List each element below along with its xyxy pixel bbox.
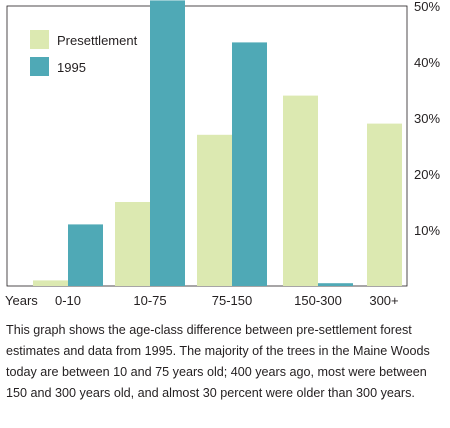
x-tick-label: 0-10: [55, 293, 81, 308]
bar-presettlement-75-150: [197, 134, 232, 286]
x-tick-label: 75-150: [212, 293, 252, 308]
x-tick-label: 300+: [369, 293, 398, 308]
y-tick-label: 10%: [414, 223, 440, 238]
bar-presettlement-0-10: [33, 280, 68, 286]
legend-label: Presettlement: [57, 33, 138, 48]
bar-presettlement-150-300: [283, 95, 318, 286]
bar-year-1995-10-75: [150, 0, 185, 287]
legend-label: 1995: [57, 60, 86, 75]
bar-presettlement-10-75: [115, 202, 150, 286]
bar-year-1995-75-150: [232, 42, 267, 287]
bar-year-1995-0-10: [68, 224, 103, 286]
age-class-chart: 10% 20% 30% 40% 50% Years 0-10 10-75 75-150 150-…: [5, 0, 440, 308]
legend-swatch: [30, 30, 49, 49]
x-tick-label: 150-300: [294, 293, 342, 308]
x-axis-label: Years: [5, 293, 38, 308]
bar-presettlement-300+: [367, 123, 402, 286]
bar-year-1995-150-300: [318, 283, 353, 286]
y-tick-label: 50%: [414, 0, 440, 14]
x-tick-label: 10-75: [133, 293, 166, 308]
legend-swatch: [30, 57, 49, 76]
y-tick-label: 40%: [414, 55, 440, 70]
chart-caption: This graph shows the age-class differenc…: [6, 323, 430, 400]
y-tick-label: 30%: [414, 111, 440, 126]
y-tick-label: 20%: [414, 167, 440, 182]
